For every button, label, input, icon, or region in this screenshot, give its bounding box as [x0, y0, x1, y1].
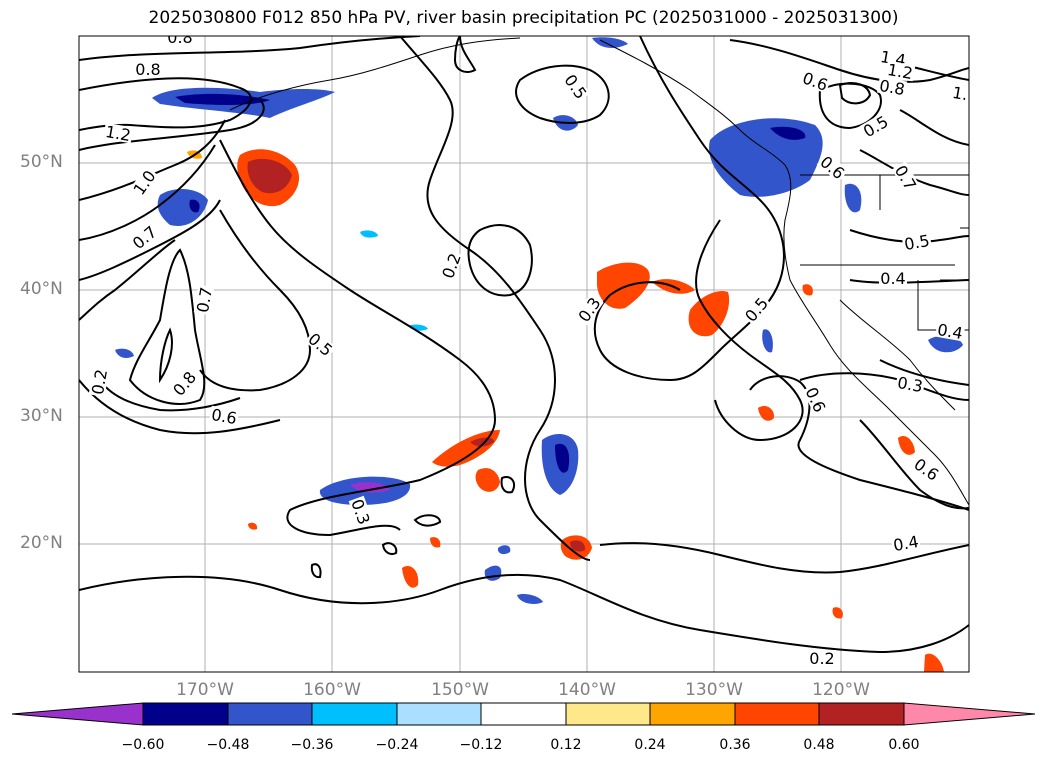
neg-blob-mid-core	[555, 443, 570, 473]
contour-label: 0.6	[210, 405, 238, 428]
colorbar-tick: 0.12	[550, 737, 582, 753]
neg-blob-small4	[115, 348, 134, 358]
colorbar-extend-left	[11, 702, 144, 726]
pos-blob-s2	[430, 537, 441, 548]
colorbar-tick: 0.60	[888, 737, 920, 753]
colorbar-tick: −0.12	[459, 737, 503, 753]
lon-label-150w: 150°W	[431, 680, 489, 700]
lon-label-160w: 160°W	[303, 680, 361, 700]
contour-label: 1.2	[104, 122, 132, 145]
colorbar-bin	[649, 702, 736, 726]
colorbar-bin	[142, 702, 229, 726]
colorbar-extend-right	[903, 702, 1036, 726]
lat-label-20n: 20°N	[20, 533, 63, 553]
colorbar-bin	[311, 702, 398, 726]
contour-label: 0.4	[880, 269, 905, 288]
pos-blob-s1	[402, 565, 419, 588]
lon-label-140w: 140°W	[558, 680, 616, 700]
lon-label-170w: 170°W	[176, 680, 234, 700]
colorbar-bin	[480, 702, 567, 726]
colorbar-bin	[565, 702, 651, 726]
neg-blob-west	[157, 188, 208, 226]
pos-blob-mid5	[475, 468, 500, 492]
lat-label-30n: 30°N	[20, 406, 63, 426]
colorbar-bin	[227, 702, 313, 726]
neg-blob-hawaii-core	[350, 482, 390, 493]
colorbar-bin	[818, 702, 905, 726]
contour-label: 0.5	[903, 231, 931, 254]
contour-label-group: 0.8 0.8 1.2 1.0 0.7 0.7 0.8 0.2 0.5 0.6 …	[88, 28, 969, 668]
colorbar-tick: −0.36	[290, 737, 334, 753]
pos-blob-e5	[832, 607, 843, 619]
pos-blob-e1	[758, 406, 775, 421]
lon-label-130w: 130°W	[685, 680, 743, 700]
map-title: 2025030800 F012 850 hPa PV, river basin …	[148, 8, 899, 28]
contour-label: 0.3	[896, 373, 924, 396]
pos-blob-e3	[802, 284, 813, 296]
contour-label: 0.7	[193, 286, 216, 314]
precip-negative-blobs	[115, 37, 963, 604]
plot-frame	[78, 35, 970, 673]
neg-blob-gulf	[592, 37, 628, 48]
contour-label: 0.2	[88, 368, 111, 396]
colorbar-tick: 0.24	[634, 737, 666, 753]
contour-label: 0.8	[135, 60, 160, 79]
colorbar-tick: 0.36	[719, 737, 751, 753]
neg-blob-small5	[844, 183, 862, 213]
neg-blob-ca	[762, 329, 773, 353]
pos-blob-e2	[898, 435, 915, 455]
colorbar-tick: −0.60	[121, 737, 165, 753]
neg-blob-small2	[517, 593, 543, 604]
contour-label: 0.8	[167, 28, 192, 47]
contour-label: 0.2	[809, 649, 834, 668]
neg-blob-west-core	[189, 199, 200, 213]
colorbar-bin	[734, 702, 820, 726]
colorbar-tick: 0.48	[803, 737, 835, 753]
pos-blob-mid1	[597, 262, 650, 309]
pos-blob-s3	[248, 522, 258, 530]
colorbar-tick: −0.48	[206, 737, 250, 753]
precip-positive-blobs	[187, 149, 944, 672]
colorbar-bin	[396, 702, 482, 726]
neg-blob-small3	[497, 545, 511, 555]
contour-label: 0.8	[878, 76, 906, 99]
neg-blob-small6	[360, 230, 378, 238]
neg-blob-bc-core	[770, 126, 806, 140]
pos-blob-mid6-core	[570, 540, 586, 552]
coastlines	[229, 37, 969, 506]
pos-blob-e4	[924, 653, 944, 672]
lon-label-120w: 120°W	[812, 680, 870, 700]
pos-blob-nw-core	[247, 158, 292, 194]
contour-label: 1.	[951, 83, 969, 104]
lat-label-40n: 40°N	[20, 279, 63, 299]
colorbar	[11, 702, 1036, 726]
colorbar-tick: −0.24	[375, 737, 419, 753]
contour-label: 0.4	[892, 532, 920, 555]
contour-label: 1.2	[886, 60, 914, 83]
lat-label-50n: 50°N	[20, 152, 63, 172]
contour-label: 0.4	[936, 320, 964, 343]
